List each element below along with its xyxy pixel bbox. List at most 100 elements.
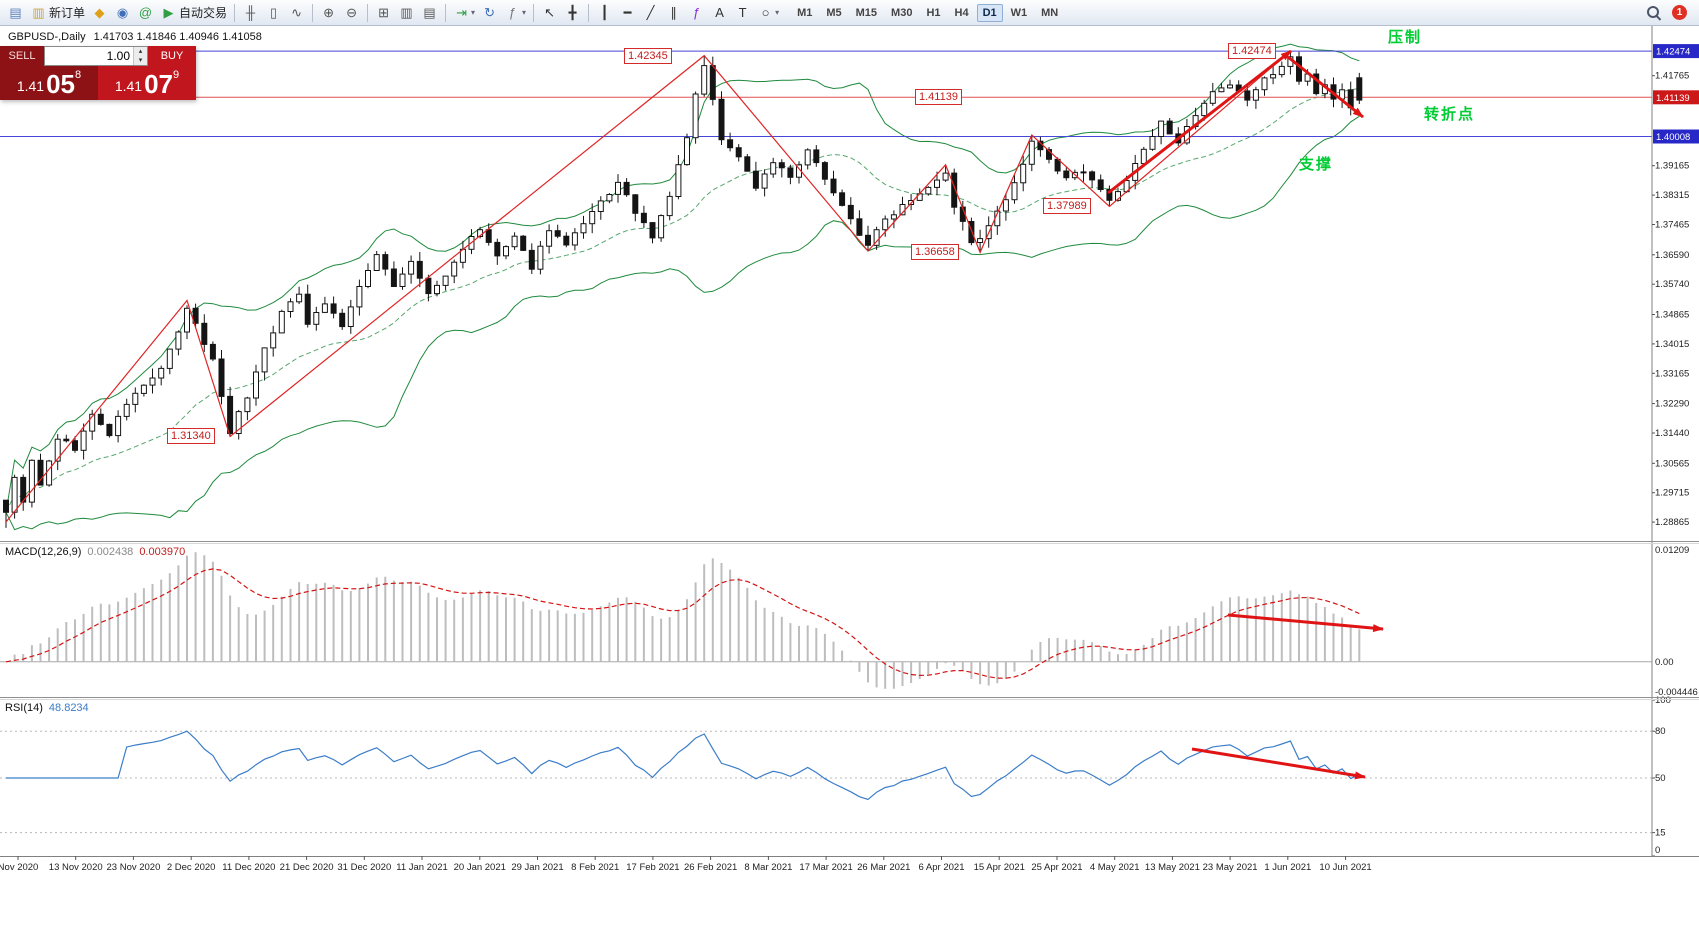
svg-text:80: 80 [1655,726,1666,737]
macd-indicator-header: MACD(12,26,9) 0.002438 0.003970 [5,546,185,558]
shapes-button[interactable]: ○ ▾ [754,2,782,24]
main-toolbar: ▤ ▥ 新订单 ◆ ◉ @ ▶ 自动交易 ╫ ▯ ∿ ⊕ ⊖ ⊞ ▥ ▤ ⇥ ▾ ↻ ƒ ▾ ↖ ╋ ┃ ━ ╱ ∥ ƒ A T ○ ▾ M1… [0,0,1699,26]
svg-text:1.35740: 1.35740 [1655,279,1689,290]
trend-arrows[interactable] [1227,613,1384,633]
chart-annotation[interactable]: 转折点 [1424,106,1476,123]
rsi-label: RSI(14) [5,702,43,714]
swing-price-label[interactable]: 1.37989 [1043,198,1091,214]
label-button[interactable]: T [731,2,754,24]
channel-button[interactable]: ∥ [662,2,685,24]
sell-price-pips: 05 [46,69,76,99]
macd-label: MACD(12,26,9) [5,546,82,558]
tile-windows-button[interactable]: ⊞ [372,2,395,24]
bar-chart-button[interactable]: ╫ [239,2,262,24]
symbol-period-label: GBPUSD-,Daily [8,31,86,43]
timeframe-m15-button[interactable]: M15 [855,6,878,19]
metaquotes-icon[interactable]: ◆ [88,2,111,24]
axis-price-box [1653,44,1699,59]
svg-text:100: 100 [1655,695,1671,706]
toolbar-separator [533,3,535,22]
trend-arrows[interactable] [1107,49,1364,195]
indicators-icon: ƒ [508,4,517,20]
svg-text:1.37465: 1.37465 [1655,219,1689,230]
new-order-icon: ▥ [32,4,45,20]
line-chart-button[interactable]: ∿ [285,2,308,24]
text-icon: A [715,4,724,20]
timeframe-m30-button[interactable]: M30 [891,6,913,19]
cursor-button[interactable]: ↖ [538,2,561,24]
new-chart-button[interactable]: ▤ [4,2,27,24]
swing-price-label[interactable]: 1.36658 [911,244,959,260]
sell-price[interactable]: 1.41 05 8 [0,66,98,100]
svg-text:0: 0 [1655,845,1660,856]
text-button[interactable]: A [708,2,731,24]
arrange-vertical-button[interactable]: ▥ [395,2,418,24]
timeframe-m5-button[interactable]: M5 [826,6,842,19]
svg-text:4 May 2021: 4 May 2021 [1090,862,1140,873]
svg-text:1.41765: 1.41765 [1655,71,1689,82]
vertical-line-button[interactable]: ┃ [593,2,616,24]
zoom-in-button[interactable]: ⊕ [317,2,340,24]
svg-text:2 Dec 2020: 2 Dec 2020 [167,862,216,873]
trendline-button[interactable]: ╱ [639,2,662,24]
svg-text:0.01209: 0.01209 [1655,545,1689,556]
sell-price-main: 1.41 [16,78,45,94]
zoom-out-icon: ⊖ [346,4,357,20]
svg-text:8 Feb 2021: 8 Feb 2021 [571,862,619,873]
horizontal-lines[interactable] [0,50,1652,137]
auto-scroll-button[interactable]: ↻ [478,2,501,24]
community-icon: @ [138,4,153,20]
sell-button[interactable]: SELL [0,46,44,66]
zoom-out-button[interactable]: ⊖ [340,2,363,24]
label-icon: T [738,4,747,20]
swing-price-label[interactable]: 1.42345 [624,48,672,64]
swing-price-label[interactable]: 1.31340 [167,428,215,444]
arrange-horizontal-button[interactable]: ▤ [418,2,441,24]
svg-text:Nov 2020: Nov 2020 [0,862,38,873]
volume-decrease-button[interactable]: ▾ [134,56,147,65]
timeframe-d1-button[interactable]: D1 [976,3,1003,22]
chart-shift-button[interactable]: ⇥ ▾ [450,2,478,24]
swing-price-label[interactable]: 1.42474 [1228,43,1276,59]
candlestick-chart-button[interactable]: ▯ [262,2,285,24]
new-order-button-label: 新订单 [49,6,86,20]
profile-button[interactable]: ◉ [111,2,134,24]
svg-text:17 Feb 2021: 17 Feb 2021 [626,862,679,873]
toolbar-right: 1 [1645,4,1695,21]
svg-text:20 Jan 2021: 20 Jan 2021 [454,862,506,873]
chart-annotation[interactable]: 支撑 [1299,156,1334,173]
notification-badge[interactable]: 1 [1672,5,1687,20]
volume-input[interactable] [45,47,133,65]
svg-text:26 Mar 2021: 26 Mar 2021 [857,862,910,873]
indicators-button[interactable]: ƒ ▾ [501,2,529,24]
svg-text:1.31440: 1.31440 [1655,428,1689,439]
autotrading-button[interactable]: ▶ 自动交易 [157,2,230,24]
trend-arrows[interactable] [1191,747,1366,780]
arrange-vertical-icon: ▥ [400,4,413,20]
horizontal-line-icon: ━ [623,4,632,20]
svg-text:6 Apr 2021: 6 Apr 2021 [919,862,965,873]
chart-annotation[interactable]: 压制 [1388,29,1423,46]
buy-button[interactable]: BUY [148,46,196,66]
svg-text:13 May 2021: 13 May 2021 [1145,862,1200,873]
svg-text:-0.004446: -0.004446 [1655,687,1698,698]
fibonacci-button[interactable]: ƒ [685,2,708,24]
svg-text:50: 50 [1655,773,1666,784]
chart-shift-icon: ⇥ [456,4,467,20]
new-order-button[interactable]: ▥ 新订单 [27,2,88,24]
horizontal-line-button[interactable]: ━ [616,2,639,24]
buy-price[interactable]: 1.41 07 9 [98,66,196,100]
svg-text:11 Jan 2021: 11 Jan 2021 [396,862,448,873]
timeframe-w1-button[interactable]: W1 [1010,6,1028,19]
timeframe-h4-button[interactable]: H4 [954,6,969,19]
timeframe-h1-button[interactable]: H1 [926,6,941,19]
community-button[interactable]: @ [134,2,157,24]
volume-increase-button[interactable]: ▴ [134,47,147,56]
dropdown-caret-icon: ▾ [522,8,527,17]
swing-price-label[interactable]: 1.41139 [915,89,962,105]
search-icon[interactable] [1645,4,1662,21]
timeframe-m1-button[interactable]: M1 [797,6,813,19]
zigzag-line[interactable] [5,50,1291,523]
crosshair-button[interactable]: ╋ [561,2,584,24]
timeframe-mn-button[interactable]: MN [1041,6,1059,19]
